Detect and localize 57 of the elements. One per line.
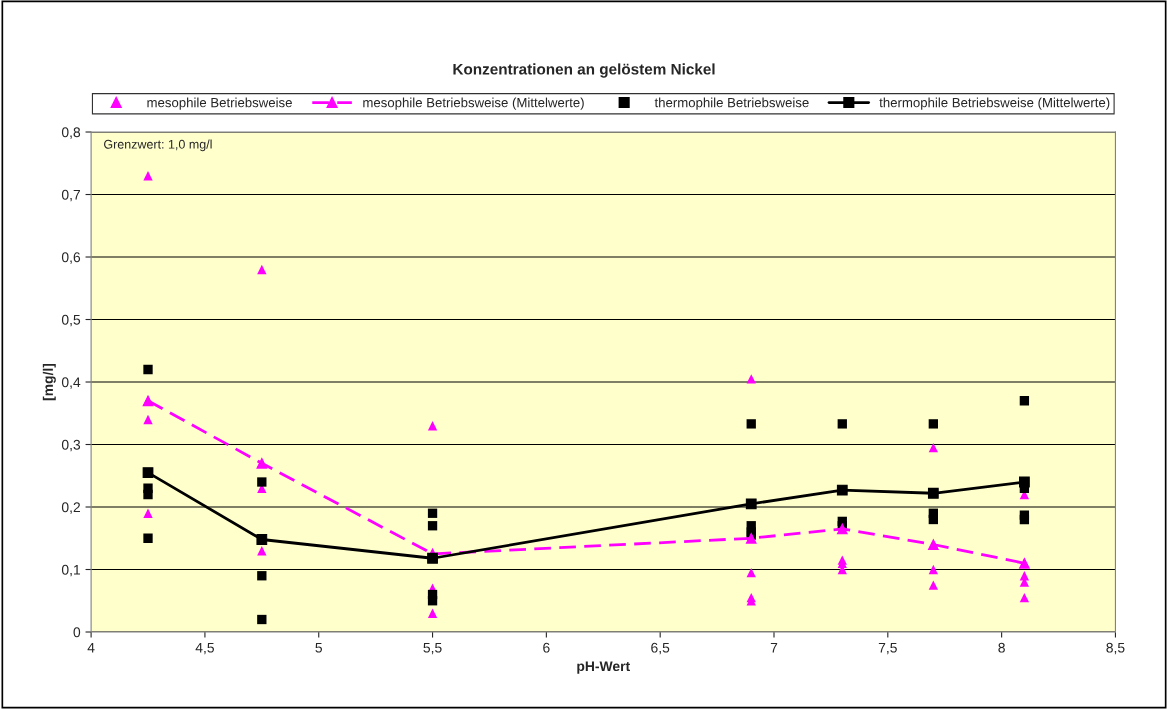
x-tick-label: 8,5 — [1106, 642, 1125, 655]
point — [257, 264, 267, 275]
y-tick-label: 0,7 — [61, 189, 80, 202]
point — [143, 364, 153, 375]
point — [427, 508, 438, 518]
x-tick-label: 5,5 — [423, 642, 442, 655]
x-axis-title: pH-Wert — [577, 661, 630, 674]
point — [746, 567, 756, 578]
point — [928, 564, 938, 575]
point — [837, 419, 847, 429]
legend-label: mesophile Betriebsweise — [147, 97, 292, 110]
chart-title: Konzentrationen an gelöstem Nickel — [453, 63, 715, 78]
point — [1019, 396, 1030, 406]
point — [928, 442, 938, 453]
point — [1019, 592, 1030, 603]
point — [1019, 514, 1030, 525]
point — [427, 421, 438, 431]
x-tick-label: 6,5 — [651, 642, 670, 655]
legend-label: thermophile Betriebsweise (Mittelwerte) — [879, 97, 1110, 110]
point — [143, 508, 153, 518]
point — [928, 580, 938, 590]
y-tick-label: 0,2 — [61, 502, 80, 514]
point — [746, 419, 756, 429]
point — [256, 534, 268, 545]
point — [427, 521, 438, 531]
point — [928, 419, 938, 429]
x-tick-label: 5 — [315, 642, 323, 653]
point — [257, 546, 267, 556]
point — [257, 614, 267, 625]
x-tick-label: 7 — [770, 642, 778, 653]
y-tick-label: 0,3 — [61, 439, 81, 452]
point — [746, 374, 756, 384]
point — [257, 477, 267, 487]
x-tick-label: 7,5 — [878, 642, 897, 655]
x-tick-label: 4 — [87, 642, 95, 653]
y-tick-label: 0,5 — [61, 314, 81, 327]
point — [745, 532, 757, 544]
y-tick-label: 0 — [73, 627, 81, 638]
point — [257, 571, 267, 581]
y-tick-label: 0,6 — [61, 252, 81, 264]
x-tick-label: 8 — [998, 642, 1005, 653]
point — [928, 514, 938, 525]
legend-label: thermophile Betriebsweise — [654, 97, 809, 110]
point — [143, 489, 153, 500]
y-tick-label: 0,4 — [61, 377, 81, 389]
point — [143, 533, 153, 543]
y-tick-label: 0,8 — [61, 127, 81, 139]
point — [427, 596, 438, 606]
x-tick-label: 4,5 — [195, 642, 214, 655]
point — [143, 414, 153, 425]
point — [427, 608, 438, 618]
annotation: Grenzwert: 1,0 mg/l — [104, 139, 212, 152]
y-axis-title: [mg/l] — [42, 363, 56, 401]
y-tick-label: 0,1 — [61, 564, 81, 577]
legend-label: mesophile Betriebsweise (Mittelwerte) — [363, 97, 584, 110]
x-tick-label: 6 — [543, 642, 550, 653]
point — [143, 171, 153, 181]
